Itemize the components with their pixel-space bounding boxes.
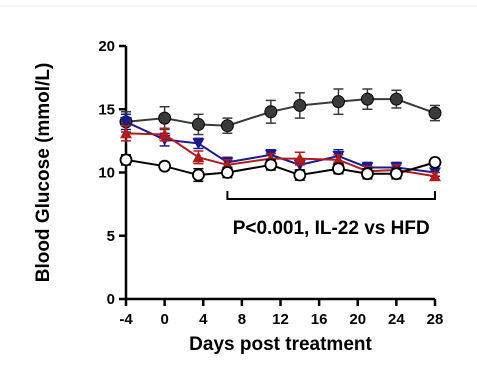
y-tick-label: 15 xyxy=(98,101,115,118)
annotation-group: P<0.001, IL-22 vs HFD xyxy=(226,191,436,239)
y-tick-label: 10 xyxy=(98,165,115,182)
data-point xyxy=(120,127,132,139)
data-point xyxy=(220,166,234,179)
data-point xyxy=(428,106,442,120)
x-tick-label: 8 xyxy=(238,311,246,328)
y-tick-label: 0 xyxy=(107,291,115,308)
data-point xyxy=(293,168,307,182)
x-axis-title: Days post treatment xyxy=(189,334,372,355)
series-line xyxy=(125,158,436,177)
data-point xyxy=(428,155,442,169)
data-point xyxy=(389,167,403,181)
data-point xyxy=(120,116,132,128)
data-point xyxy=(293,98,307,112)
data-point xyxy=(158,111,172,125)
data-point xyxy=(192,151,205,163)
series-line xyxy=(125,132,436,178)
y-tick-label: 20 xyxy=(98,38,115,55)
y-axis-title: Blood Glucose (mmol/L) xyxy=(33,63,54,283)
y-tick-label: 5 xyxy=(107,228,115,245)
data-point xyxy=(361,167,374,181)
data-point xyxy=(158,128,171,140)
series-line xyxy=(125,120,436,174)
data-point xyxy=(389,92,403,106)
data-point xyxy=(119,153,133,167)
series-group xyxy=(119,88,442,183)
x-tick-label: 20 xyxy=(349,311,366,328)
data-point xyxy=(264,105,278,119)
data-point xyxy=(332,162,345,176)
x-tick-label: 4 xyxy=(199,311,208,328)
data-point xyxy=(220,119,234,133)
x-tick-label: 0 xyxy=(160,311,168,328)
series-1 xyxy=(119,88,442,136)
data-point xyxy=(429,170,441,182)
data-point xyxy=(158,159,172,173)
x-tick-label: 24 xyxy=(388,311,405,328)
data-point xyxy=(192,138,205,150)
x-tick-label: 28 xyxy=(427,311,444,328)
data-point xyxy=(332,153,345,165)
data-point xyxy=(293,152,306,164)
significance-annotation: P<0.001, IL-22 vs HFD xyxy=(233,218,430,239)
x-tick-label: -4 xyxy=(119,311,133,328)
data-point xyxy=(331,95,345,109)
x-tick-label: 12 xyxy=(272,311,289,328)
data-point xyxy=(191,117,205,131)
series-line xyxy=(125,98,436,127)
series-4 xyxy=(119,153,442,183)
significance-bracket xyxy=(226,191,436,200)
data-point xyxy=(192,168,205,182)
x-tick-label: 16 xyxy=(311,311,328,328)
data-point xyxy=(264,158,278,172)
data-point xyxy=(360,92,374,106)
